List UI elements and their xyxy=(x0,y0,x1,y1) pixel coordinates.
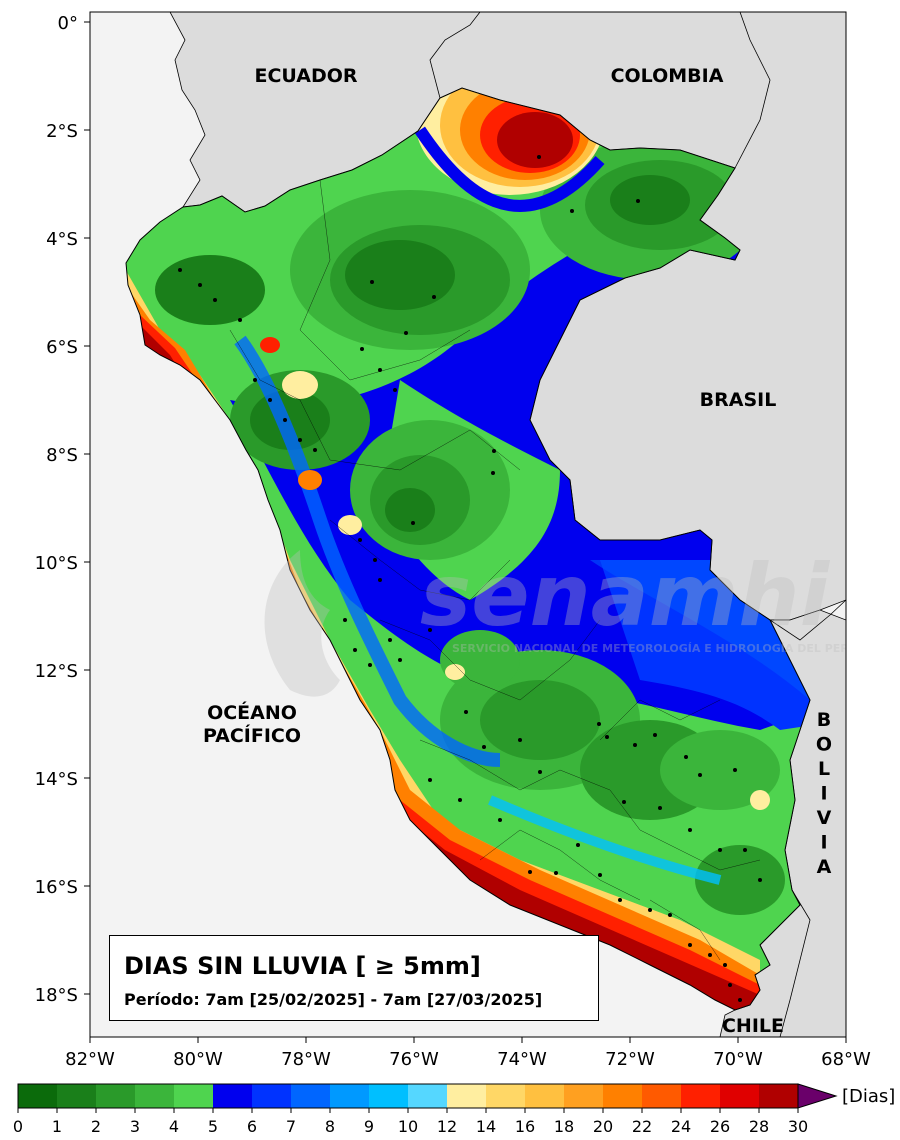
lat-tick-label: 18°S xyxy=(35,985,78,1006)
colorbar-segment xyxy=(252,1084,292,1108)
colorbar-segment xyxy=(408,1084,448,1108)
label-chile: CHILE xyxy=(722,1015,784,1037)
label-ecuador: ECUADOR xyxy=(254,65,357,87)
lat-tick-label: 12°S xyxy=(35,661,78,682)
lon-tick-label: 82°W xyxy=(65,1049,115,1070)
colorbar-segment xyxy=(681,1084,721,1108)
peru-outline xyxy=(125,87,811,1011)
colorbar-segment xyxy=(135,1084,175,1108)
label-bolivia-letter: V xyxy=(817,807,832,829)
colorbar-tick-label: 16 xyxy=(515,1117,535,1136)
colorbar-segment xyxy=(96,1084,136,1108)
colorbar-tick-label: 8 xyxy=(325,1117,335,1136)
lon-tick-label: 78°W xyxy=(281,1049,331,1070)
colorbar-tick-label: 9 xyxy=(364,1117,374,1136)
lon-tick-label: 76°W xyxy=(389,1049,439,1070)
period-text: Período: 7am [25/02/2025] - 7am [27/03/2… xyxy=(124,990,543,1009)
colorbar-segment xyxy=(330,1084,370,1108)
colorbar-segment xyxy=(57,1084,97,1108)
lon-tick-label: 70°W xyxy=(713,1049,763,1070)
colorbar-tick-label: 7 xyxy=(286,1117,296,1136)
lat-tick-label: 6°S xyxy=(46,337,78,358)
border-brasil-bolivia xyxy=(769,599,846,641)
colorbar-segment xyxy=(213,1084,253,1108)
label-bolivia-letter: B xyxy=(817,709,831,731)
colorbar-segment xyxy=(174,1084,214,1108)
lon-tick-label: 68°W xyxy=(821,1049,871,1070)
label-bolivia-letter: I xyxy=(820,832,827,854)
lon-tick-label: 80°W xyxy=(173,1049,223,1070)
lat-tick-label: 4°S xyxy=(46,229,78,250)
label-ocean-line2: PACÍFICO xyxy=(203,724,301,747)
lat-tick-label: 0° xyxy=(58,13,78,34)
watermark: senamhi SERVICIO NACIONAL DE METEOROLOGÍ… xyxy=(264,546,858,697)
label-bolivia-letter: L xyxy=(818,758,830,780)
colorbar-segment xyxy=(486,1084,526,1108)
colorbar-tick-label: 12 xyxy=(437,1117,457,1136)
colorbar-tick-label: 5 xyxy=(208,1117,218,1136)
colorbar-segment xyxy=(18,1084,58,1108)
label-colombia: COLOMBIA xyxy=(611,65,724,87)
border-bolivia-chile xyxy=(779,889,811,1037)
lon-tick-label: 74°W xyxy=(497,1049,547,1070)
colorbar-tick-label: 2 xyxy=(91,1117,101,1136)
watermark-subtext: SERVICIO NACIONAL DE METEOROLOGÍA E HIDR… xyxy=(452,642,858,655)
colorbar-tick-label: 18 xyxy=(554,1117,574,1136)
longitude-axis: 82°W 80°W 78°W 76°W 74°W 72°W 70°W 68°W xyxy=(65,1037,871,1070)
label-bolivia-letter: O xyxy=(816,734,832,756)
lon-tick-label: 72°W xyxy=(605,1049,655,1070)
colorbar-tick-label: 24 xyxy=(671,1117,691,1136)
lat-tick-label: 16°S xyxy=(35,877,78,898)
colorbar-segment xyxy=(291,1084,331,1108)
lat-tick-label: 2°S xyxy=(46,121,78,142)
lat-tick-label: 14°S xyxy=(35,769,78,790)
watermark-text: senamhi xyxy=(420,546,831,646)
lat-tick-label: 8°S xyxy=(46,445,78,466)
label-bolivia-letter: A xyxy=(817,856,832,878)
colorbar-tick-label: 14 xyxy=(476,1117,496,1136)
colorbar-tick-label: 20 xyxy=(593,1117,613,1136)
colorbar-segment xyxy=(447,1084,487,1108)
colorbar-segment xyxy=(603,1084,643,1108)
station-points xyxy=(178,155,762,1002)
colorbar-tick-label: 1 xyxy=(52,1117,62,1136)
colorbar-segment xyxy=(564,1084,604,1108)
colorbar-unit: [Dias] xyxy=(842,1086,896,1107)
map-frame xyxy=(89,11,847,1038)
colorbar-segment xyxy=(525,1084,565,1108)
colorbar-tick-label: 10 xyxy=(398,1117,418,1136)
colorbar-segment xyxy=(720,1084,760,1108)
colorbar-tick-label: 28 xyxy=(749,1117,769,1136)
border-ecuador-colombia xyxy=(429,12,481,99)
lat-tick-label: 10°S xyxy=(35,553,78,574)
colorbar-segment xyxy=(642,1084,682,1108)
colorbar-segment xyxy=(369,1084,409,1108)
colorbar-tick-label: 6 xyxy=(247,1117,257,1136)
colorbar-tick-label: 3 xyxy=(130,1117,140,1136)
latitude-axis: 0° 2°S 4°S 6°S 8°S 10°S 12°S 14°S 16°S 18°S xyxy=(35,13,90,1006)
label-brasil: BRASIL xyxy=(700,389,777,411)
label-ocean-line1: OCÉANO xyxy=(207,701,297,724)
colorbar-extend-arrow xyxy=(797,1083,838,1109)
colorbar-tick-label: 0 xyxy=(13,1117,23,1136)
label-bolivia-letter: I xyxy=(820,783,827,805)
colorbar: 0 1 2 3 4 5 6 7 8 9 10 12 14 16 18 20 22 24 26 28 30 xyxy=(13,1083,838,1136)
colorbar-tick-label: 26 xyxy=(710,1117,730,1136)
title-box: DIAS SIN LLUVIA [ ≥ 5mm] Período: 7am [2… xyxy=(109,935,599,1021)
colorbar-tick-label: 30 xyxy=(788,1117,808,1136)
colorbar-tick-label: 4 xyxy=(169,1117,179,1136)
border-colombia-brasil xyxy=(734,12,771,169)
colorbar-segment xyxy=(759,1084,799,1108)
department-borders xyxy=(229,179,761,961)
colorbar-tick-label: 22 xyxy=(632,1117,652,1136)
map-title: DIAS SIN LLUVIA [ ≥ 5mm] xyxy=(124,952,481,980)
